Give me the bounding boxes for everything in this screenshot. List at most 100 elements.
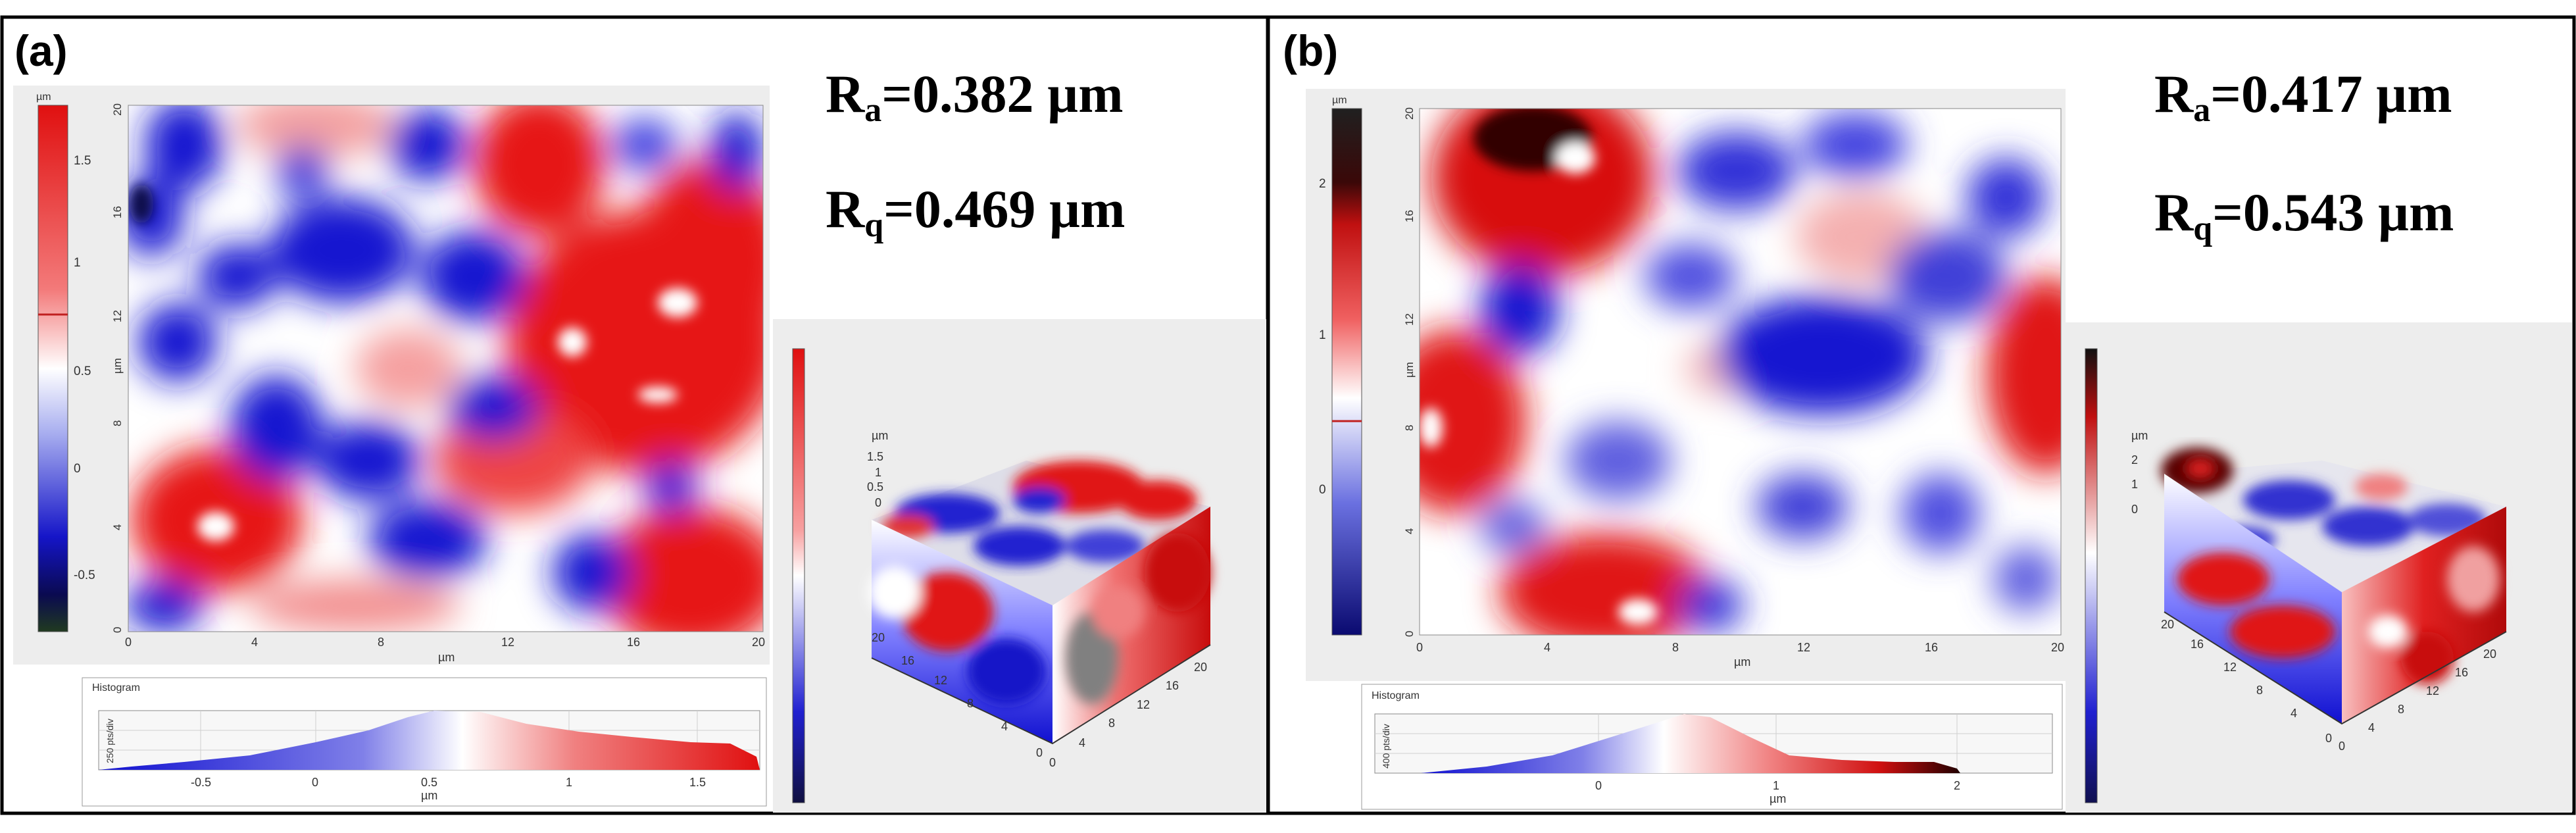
3d-y-tick: 20 — [2161, 618, 2174, 631]
y-tick: 0 — [1403, 631, 1416, 637]
x-tick: 20 — [752, 636, 765, 649]
panel-a-colorbar — [37, 105, 68, 632]
rq-subscript: q — [2193, 210, 2212, 247]
3d-y-tick: 12 — [2223, 661, 2237, 674]
x-tick: 12 — [1797, 641, 1810, 654]
ra-value: =0.417 µm — [2210, 64, 2452, 124]
x-axis-unit: µm — [438, 651, 455, 664]
3d-z-tick: 0 — [2131, 503, 2138, 516]
3d-y-tick: 16 — [2191, 638, 2204, 651]
rq-symbol: R — [826, 179, 865, 239]
panel-a-histogram: Histogram 250 pts/div -0.5 0 0.5 1 1.5 µ… — [82, 677, 767, 807]
x-tick: 12 — [501, 636, 514, 649]
y-tick: 12 — [1403, 313, 1416, 326]
panel-b-roughness: Ra=0.417 µm Rq=0.543 µm — [2154, 64, 2454, 247]
y-tick: 20 — [1403, 107, 1416, 120]
panel-b-colorbar — [1331, 108, 1362, 636]
panel-a-colorbar-ticks: 1.5 1 0.5 0 -0.5 — [74, 154, 95, 582]
x-tick: 0 — [1416, 641, 1423, 654]
3d-x-tick: 12 — [2426, 684, 2439, 697]
colorbar-tick: 0 — [1319, 483, 1326, 497]
rq-value: =0.469 µm — [883, 179, 1125, 239]
3d-z-tick: 2 — [2131, 453, 2138, 467]
panel-a-colorbar-unit: µm — [36, 91, 51, 103]
x-tick: 4 — [251, 636, 258, 649]
colorbar-tick: 0.5 — [74, 365, 91, 378]
colorbar-tick: 1.5 — [74, 154, 91, 168]
rq-value: =0.543 µm — [2212, 182, 2454, 242]
panel-b-label: (b) — [1283, 26, 1338, 75]
ra-symbol: R — [826, 64, 865, 124]
histogram-ylabel: 400 pts/div — [1381, 724, 1391, 769]
3d-y-tick: 4 — [2291, 707, 2297, 720]
panel-a-rq: Rq=0.469 µm — [826, 179, 1125, 244]
3d-z-tick: 0 — [875, 496, 881, 509]
panel-a-ra: Ra=0.382 µm — [826, 64, 1124, 129]
panel-b-height-map — [1420, 109, 2061, 635]
3d-x-tick: 20 — [1194, 661, 1207, 674]
3d-x-tick: 16 — [1166, 679, 1179, 692]
y-tick: 16 — [111, 206, 124, 218]
3d-y-tick: 4 — [1001, 720, 1008, 733]
3d-y-tick: 12 — [934, 674, 947, 687]
x-tick: 20 — [2051, 641, 2064, 654]
histogram-title: Histogram — [92, 682, 140, 694]
rq-symbol: R — [2154, 182, 2194, 242]
3d-x-tick: 8 — [1108, 717, 1115, 730]
x-tick: 4 — [1544, 641, 1550, 654]
panel-b-colorbar-unit: µm — [1332, 95, 1347, 106]
rq-subscript: q — [864, 207, 883, 244]
3d-y-tick: 16 — [901, 654, 914, 667]
panel-b: (b) µm 2 1 0 — [1266, 15, 2576, 815]
panel-b-ra: Ra=0.417 µm — [2154, 64, 2452, 129]
panel-a-3d-view: µm 1.5 1 0.5 0 — [867, 429, 1211, 769]
y-tick: 16 — [1403, 210, 1416, 222]
3d-y-tick: 0 — [1036, 746, 1043, 759]
hist-unit: µm — [1770, 792, 1786, 805]
hist-tick: 0 — [1595, 779, 1602, 792]
y-tick: 8 — [111, 420, 124, 426]
x-tick: 16 — [627, 636, 640, 649]
x-axis-unit: µm — [1734, 655, 1750, 669]
panel-b-map-border — [1419, 108, 2062, 636]
hist-tick: 2 — [1954, 779, 1960, 792]
panel-b-y-axis: 0 4 8 12 16 20 µm — [1403, 107, 1416, 637]
y-axis-unit: µm — [1403, 362, 1416, 378]
3d-x-tick: 0 — [2339, 740, 2345, 753]
panel-b-colorbar-ticks: 2 1 0 — [1319, 177, 1326, 497]
y-axis-unit: µm — [111, 358, 124, 374]
hist-tick: 0 — [312, 776, 318, 789]
hist-tick: 1 — [566, 776, 572, 789]
panel-a-y-axis: 0 4 8 12 16 20 µm — [111, 103, 124, 633]
panel-b-histogram: Histogram 400 pts/div 0 1 2 µm — [1361, 684, 2063, 810]
x-tick: 0 — [125, 636, 132, 649]
3d-x-tick: 4 — [2368, 721, 2375, 734]
colorbar-tick: 2 — [1319, 177, 1326, 191]
3d-x-tick: 12 — [1137, 698, 1150, 711]
3d-x-tick: 0 — [1049, 756, 1056, 769]
panel-b-x-axis: 0 4 8 12 16 20 µm — [1416, 641, 2064, 669]
3d-unit: µm — [2131, 429, 2148, 442]
y-tick: 20 — [111, 103, 124, 116]
panel-a-label: (a) — [14, 26, 68, 75]
colorbar-tick: -0.5 — [74, 568, 95, 582]
3d-z-tick: 1 — [875, 466, 881, 479]
ra-symbol: R — [2154, 64, 2194, 124]
y-tick: 4 — [1403, 528, 1416, 534]
3d-unit: µm — [872, 429, 888, 442]
panel-b-3d-colorbar — [2085, 348, 2098, 803]
x-tick: 8 — [1672, 641, 1679, 654]
panel-a-map-border — [128, 105, 764, 632]
3d-z-tick: 1 — [2131, 478, 2138, 491]
histogram-ylabel: 250 pts/div — [105, 719, 115, 763]
3d-x-tick: 8 — [2398, 703, 2404, 716]
y-tick: 12 — [111, 310, 124, 322]
ra-subscript: a — [864, 91, 881, 129]
panel-a-x-axis: 0 4 8 12 16 20 µm — [125, 636, 765, 664]
3d-y-tick: 20 — [872, 631, 885, 644]
hist-tick: -0.5 — [191, 776, 211, 789]
3d-z-tick: 0.5 — [867, 480, 883, 493]
3d-x-tick: 20 — [2483, 647, 2496, 661]
3d-y-tick: 8 — [967, 697, 974, 710]
